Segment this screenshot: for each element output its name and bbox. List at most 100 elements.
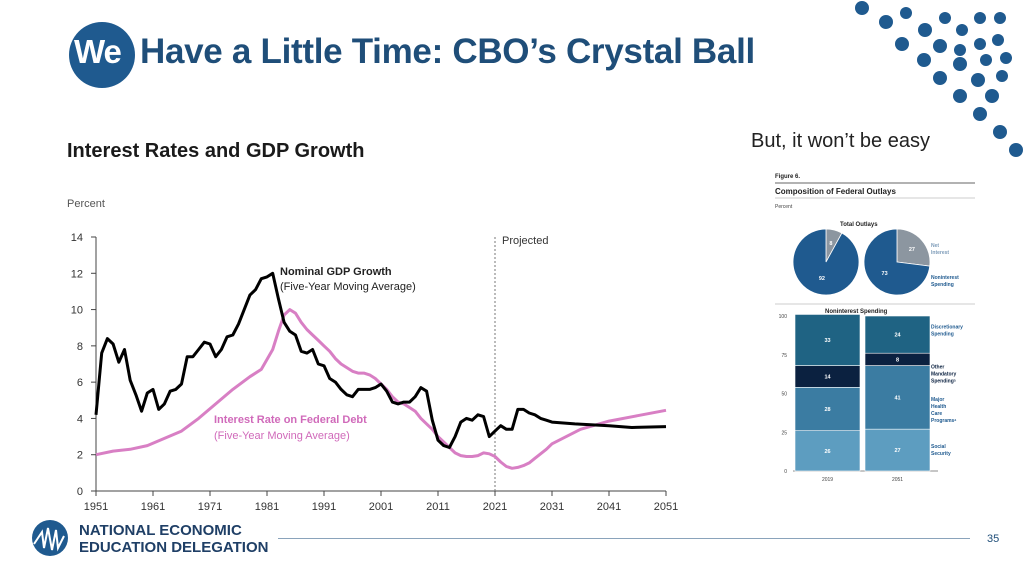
- gdp-series-sublabel: (Five-Year Moving Average): [280, 281, 416, 293]
- pie-slice: [792, 228, 860, 296]
- dot: [879, 15, 893, 29]
- dot: [953, 57, 967, 71]
- bar-y-tick-label: 75: [781, 353, 787, 359]
- projected-label: Projected: [502, 235, 548, 247]
- dot: [954, 44, 966, 56]
- x-tick-label: 1951: [84, 501, 108, 513]
- x-tick-label: 1981: [255, 501, 279, 513]
- dot: [973, 107, 987, 121]
- decorative-dots: [855, 1, 1023, 157]
- org-name-line1: NATIONAL ECONOMIC: [79, 522, 242, 539]
- dot: [855, 1, 869, 15]
- bar-legend-label: Programsᵃ: [931, 418, 956, 424]
- page-number: 35: [987, 533, 1000, 545]
- we-logo-text: We: [74, 33, 122, 70]
- pie-slice-label: 8: [829, 241, 832, 247]
- pie-slice-label: 92: [819, 276, 825, 282]
- y-tick-label: 4: [77, 413, 83, 425]
- stacked-bar-value: 28: [824, 407, 830, 413]
- bar-category-label: 2019: [822, 477, 833, 483]
- bar-y-tick-label: 25: [781, 430, 787, 436]
- globe-logo-icon: [32, 520, 68, 556]
- pie-slice-label: 73: [882, 271, 888, 277]
- pie-legend-noninterest: Noninterest: [931, 275, 959, 281]
- dot: [933, 39, 947, 53]
- interest-rate-line: [95, 308, 667, 470]
- bar-legend-label: Social: [931, 444, 946, 450]
- pie-legend-interest: Interest: [931, 250, 949, 256]
- gdp-growth-line: [94, 271, 667, 449]
- pie-slice: [896, 228, 931, 267]
- dot: [917, 53, 931, 67]
- gdp-series-label: Nominal GDP Growth: [280, 266, 392, 278]
- pie-title: Total Outlays: [840, 222, 878, 228]
- bar-legend-label: Mandatory: [931, 371, 957, 377]
- x-tick-label: 2021: [483, 501, 507, 513]
- dot: [918, 23, 932, 37]
- stacked-bar-segment: [794, 430, 861, 472]
- bar-legend-label: Major: [931, 397, 944, 403]
- interest-series-label: Interest Rate on Federal Debt: [214, 414, 367, 426]
- stacked-bar-value: 26: [824, 449, 830, 455]
- pie-legend-spending: Spending: [931, 282, 954, 288]
- pie-slice-label: 27: [909, 247, 915, 253]
- dot: [996, 70, 1008, 82]
- bar-legend-label: Security: [931, 451, 951, 457]
- bar-legend-label: Discretionary: [931, 325, 963, 331]
- x-tick-label: 2001: [369, 501, 393, 513]
- dot: [895, 37, 909, 51]
- stacked-bar-segment: [794, 387, 861, 432]
- figure-unit: Percent: [775, 204, 793, 210]
- x-tick-label: 1961: [141, 501, 165, 513]
- pie-legend-net: Net: [931, 243, 939, 249]
- bar-legend-label: Care: [931, 411, 942, 417]
- stacked-bar-value: 8: [896, 357, 899, 363]
- bar-y-tick-label: 100: [779, 314, 788, 320]
- figure-label: Figure 6.: [775, 174, 800, 180]
- we-logo-circle: [69, 22, 135, 88]
- stacked-bar-value: 24: [894, 333, 901, 339]
- dot: [1009, 143, 1023, 157]
- figure-title: Composition of Federal Outlays: [775, 187, 896, 196]
- stacked-bar-segment: [864, 365, 931, 430]
- bar-chart-title: Noninterest Spending: [825, 309, 888, 315]
- y-tick-label: 0: [77, 486, 83, 498]
- dot: [985, 89, 999, 103]
- x-tick-label: 1991: [312, 501, 336, 513]
- stacked-bar-value: 14: [824, 374, 831, 380]
- bar-legend-label: Spendingᵃ: [931, 378, 956, 384]
- footer-divider: [278, 538, 970, 539]
- dot: [939, 12, 951, 24]
- org-name-line2: EDUCATION DELEGATION: [79, 539, 269, 556]
- x-tick-label: 2041: [597, 501, 621, 513]
- bar-legend-label: Other: [931, 364, 944, 370]
- figure-6: Figure 6. Composition of Federal Outlays…: [775, 174, 975, 483]
- dot: [933, 71, 947, 85]
- x-tick-label: 2031: [540, 501, 564, 513]
- dot: [980, 54, 992, 66]
- slide-subtitle: But, it won’t be easy: [751, 130, 930, 152]
- pie-slice: [863, 228, 931, 296]
- org-name: NATIONAL ECONOMIC EDUCATION DELEGATION: [79, 522, 268, 556]
- y-axis-label: Percent: [67, 198, 105, 210]
- y-tick-label: 2: [77, 450, 83, 462]
- dot: [974, 12, 986, 24]
- bar-category-label: 2051: [892, 477, 903, 483]
- slide-title: Have a Little Time: CBO’s Crystal Ball: [140, 32, 755, 71]
- x-tick-label: 2051: [654, 501, 678, 513]
- stacked-bar-value: 27: [894, 448, 900, 454]
- chart-title: Interest Rates and GDP Growth: [67, 140, 365, 162]
- dot: [993, 125, 1007, 139]
- dot: [956, 24, 968, 36]
- y-tick-label: 14: [71, 232, 83, 244]
- bar-y-tick-label: 0: [784, 469, 787, 475]
- x-tick-label: 1971: [198, 501, 222, 513]
- dot: [1000, 52, 1012, 64]
- y-tick-label: 6: [77, 377, 83, 389]
- stacked-bar-value: 33: [824, 338, 830, 344]
- stacked-bar-value: 41: [894, 395, 900, 401]
- dot: [953, 89, 967, 103]
- y-tick-label: 8: [77, 341, 83, 353]
- line-chart: Percent 0 2 4 6 8 10 12 14 1951 1961 1971 1981 1991 2…: [67, 198, 678, 513]
- dot: [992, 34, 1004, 46]
